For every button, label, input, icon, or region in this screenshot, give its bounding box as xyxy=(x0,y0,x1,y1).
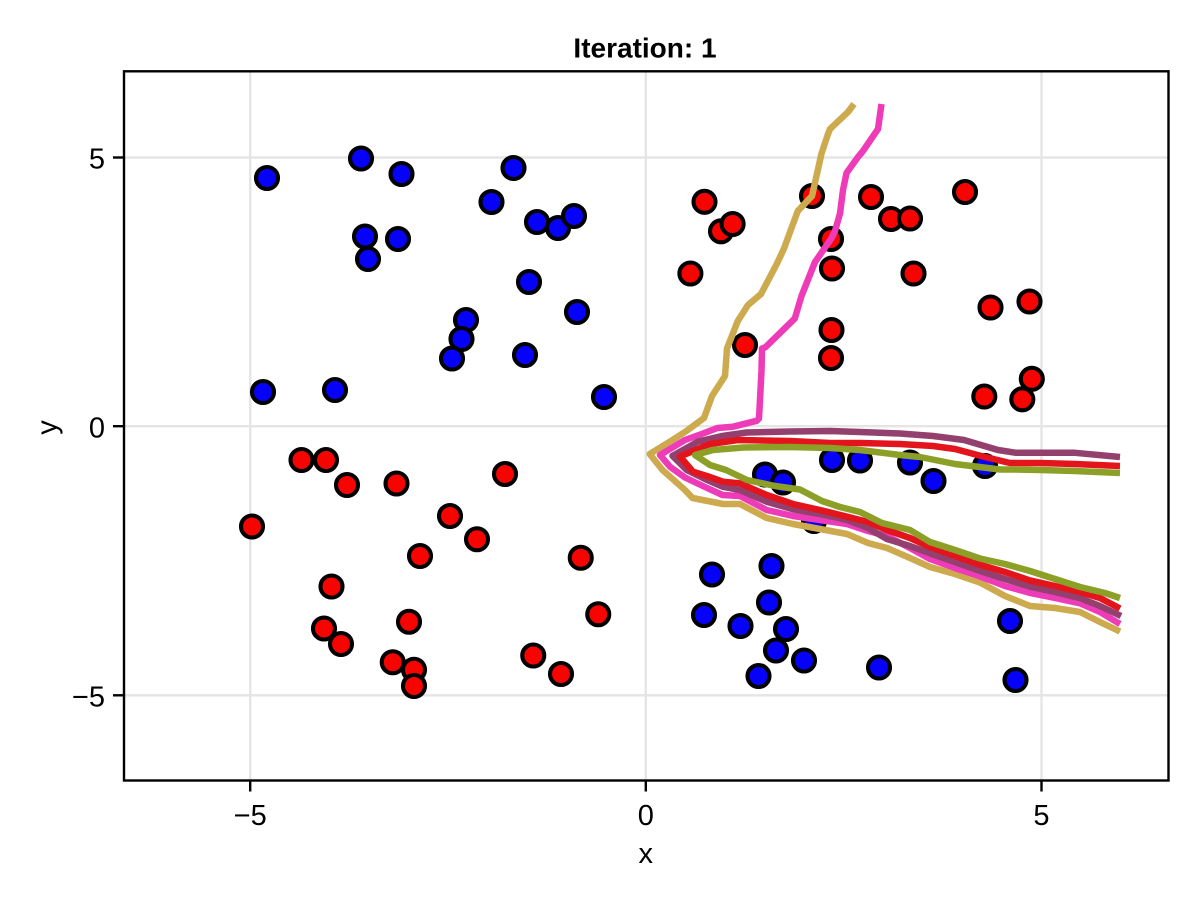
svg-text:−5: −5 xyxy=(72,682,105,714)
svg-text:x: x xyxy=(639,838,654,870)
svg-text:0: 0 xyxy=(89,412,105,444)
svg-text:Iteration: 1: Iteration: 1 xyxy=(573,33,716,64)
svg-text:5: 5 xyxy=(1033,800,1049,832)
svg-text:5: 5 xyxy=(89,144,105,176)
svg-text:−5: −5 xyxy=(234,800,267,832)
svg-text:y: y xyxy=(31,420,63,435)
svg-text:0: 0 xyxy=(638,800,654,832)
